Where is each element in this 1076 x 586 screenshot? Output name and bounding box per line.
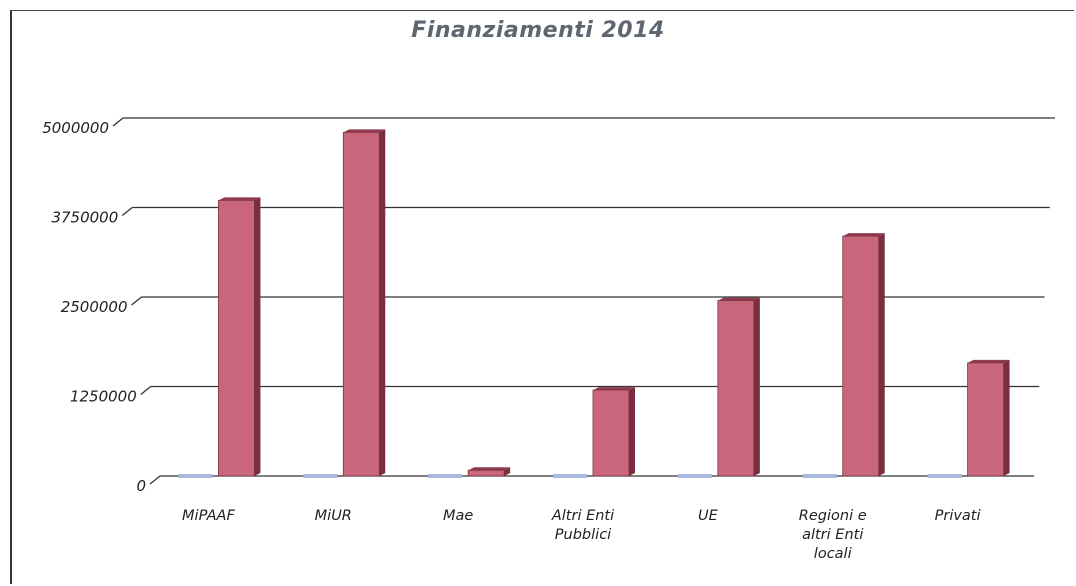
x-tick-label: MiUR [315,508,352,524]
bar [218,200,254,476]
bar-base-marker [803,474,837,478]
x-tick-label: Privati [935,508,981,524]
bar-side [1004,360,1010,476]
axis-tick [141,387,151,395]
labels: 0 1250000 2500000 3750000 5000000 MiPAAF MiUR M… [42,119,980,562]
bar [843,236,879,476]
bars [178,129,1009,478]
x-tick-label: Mae [443,508,473,524]
x-tick-label: Pubblici [555,527,611,543]
bar [593,390,629,476]
y-tick-label: 5000000 [42,119,109,137]
bar-top [843,233,885,236]
bar-top [968,360,1010,363]
axis-tick [150,476,160,484]
bar-top [593,387,635,390]
bar [343,132,379,476]
axis-tick [132,297,142,305]
bar-top [718,298,760,301]
y-tick-label: 0 [136,477,146,495]
axis-tick [113,118,123,126]
axis-tick [122,208,132,216]
y-tick-label: 1250000 [70,388,137,406]
x-tick-label: locali [814,546,852,562]
x-tick-label: Altri Enti [551,508,614,524]
y-tick-label: 2500000 [61,298,128,316]
bar [968,363,1004,476]
bar [468,470,504,476]
bar-side [254,197,260,476]
bar-side [629,387,635,476]
bar-base-marker [678,474,712,478]
bar-side [379,129,385,476]
bar-base-marker [303,474,337,478]
bar-top [468,467,510,470]
bar-base-marker [178,474,212,478]
bar-top [343,129,385,132]
x-tick-label: altri Enti [802,527,863,543]
bar-base-marker [553,474,587,478]
bar-side [879,233,885,476]
x-tick-label: Regioni e [799,508,867,524]
x-tick-label: MiPAAF [182,508,235,524]
bar-base-marker [928,474,962,478]
x-tick-label: UE [698,508,719,524]
bar-base-marker [428,474,462,478]
bar [718,301,754,476]
bar-top [218,197,260,200]
bar-side [754,298,760,476]
y-tick-label: 3750000 [51,209,118,227]
